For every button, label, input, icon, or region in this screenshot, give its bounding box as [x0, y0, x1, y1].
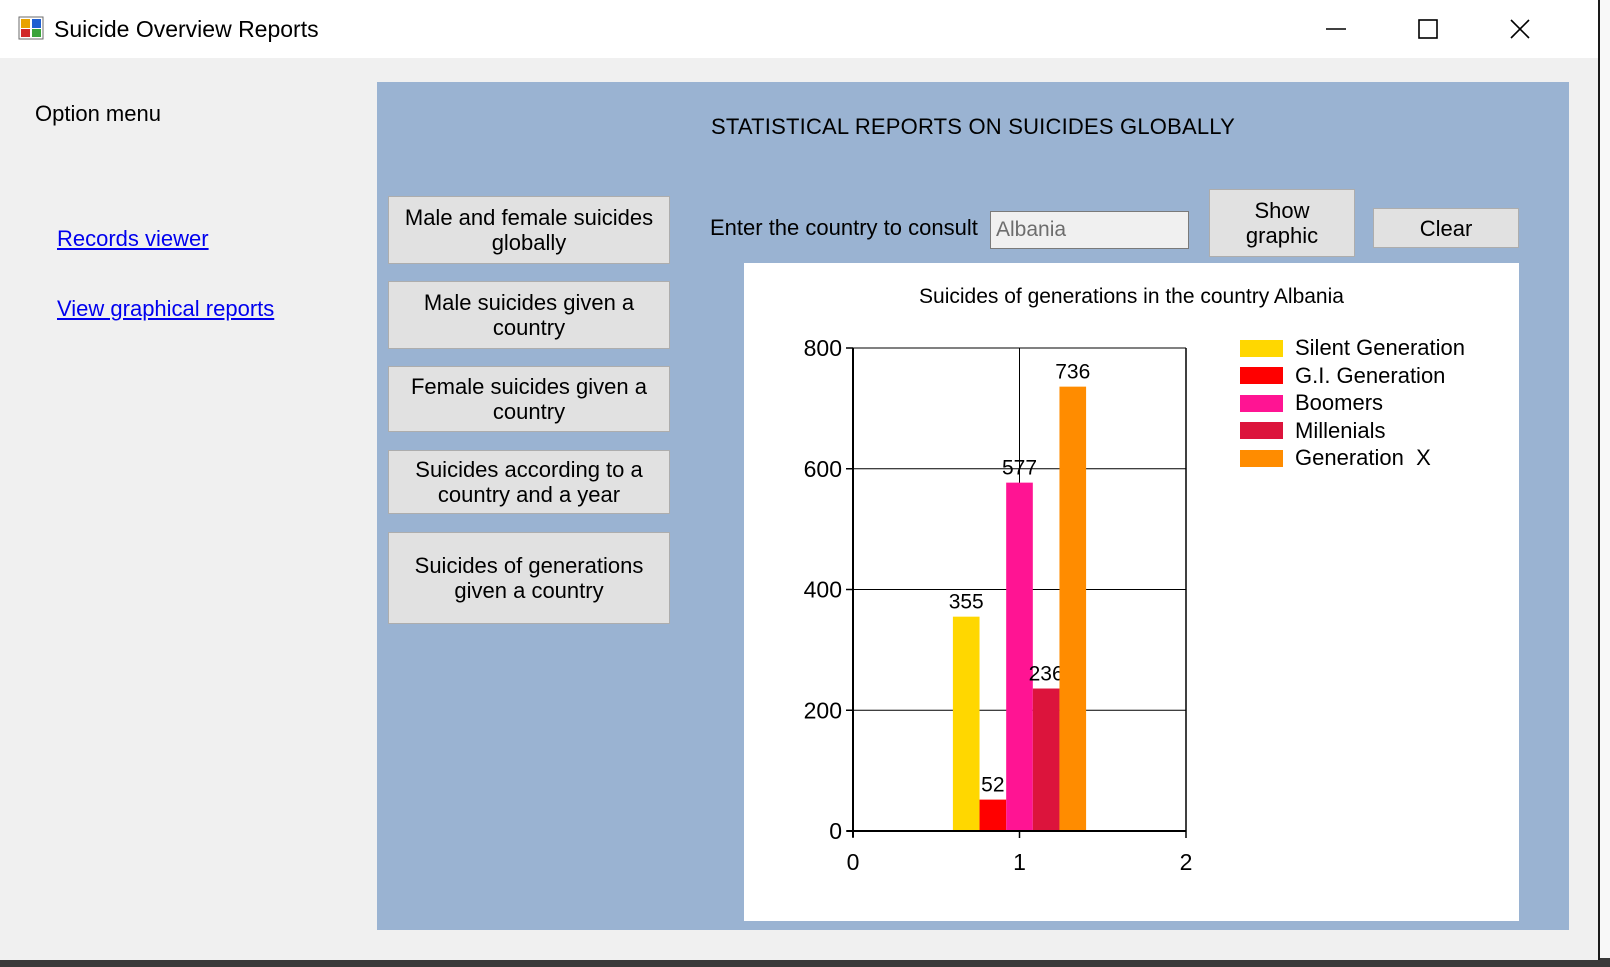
- chart-area: Suicides of generations in the country A…: [744, 263, 1519, 921]
- records-viewer-link[interactable]: Records viewer: [57, 226, 209, 251]
- legend-label: Boomers: [1295, 390, 1384, 415]
- legend-label: Generation X: [1295, 445, 1431, 470]
- legend-swatch: [1240, 449, 1283, 467]
- data-label: 355: [949, 591, 984, 614]
- legend-item: Boomers: [1240, 390, 1383, 416]
- y-tick-label: 800: [804, 335, 842, 361]
- generations-by-country-button[interactable]: Suicides of generations given a country: [388, 532, 670, 624]
- legend-swatch: [1240, 394, 1283, 412]
- country-year-button[interactable]: Suicides according to a country and a ye…: [388, 450, 670, 514]
- data-label: 577: [1002, 457, 1037, 480]
- legend-swatch: [1240, 422, 1283, 439]
- app-icon: [18, 16, 44, 40]
- male-by-country-button[interactable]: Male suicides given a country: [388, 281, 670, 349]
- data-label: 236: [1029, 663, 1064, 686]
- y-tick-label: 200: [804, 697, 842, 723]
- window-title: Suicide Overview Reports: [54, 16, 319, 42]
- option-menu-heading: Option menu: [35, 101, 161, 126]
- country-input[interactable]: [990, 211, 1189, 249]
- legend-label: Millenials: [1295, 417, 1386, 443]
- desktop-background: [1600, 0, 1610, 967]
- x-tick-label: 0: [847, 849, 860, 875]
- bar-chart: 355 52 577 236 736 0 200 400 600 800 0 1 2: [804, 335, 1193, 875]
- y-tick-label: 400: [804, 577, 842, 603]
- legend-item: Millenials: [1240, 418, 1385, 444]
- y-tick-label: 0: [829, 818, 842, 844]
- reports-panel: STATISTICAL REPORTS ON SUICIDES GLOBALLY…: [377, 82, 1569, 930]
- country-field-label: Enter the country to consult: [710, 215, 978, 240]
- close-icon: [1510, 19, 1530, 39]
- bar-boomers: [1006, 482, 1033, 831]
- bar-silent-generation: [952, 616, 980, 831]
- panel-title: STATISTICAL REPORTS ON SUICIDES GLOBALLY: [711, 114, 1235, 139]
- show-graphic-button[interactable]: Show graphic: [1209, 189, 1355, 257]
- legend-item: Generation X: [1240, 445, 1431, 471]
- bar-g-i-generation: [979, 799, 1007, 831]
- legend-item: G.I. Generation: [1240, 363, 1445, 389]
- maximize-icon: [1418, 19, 1438, 39]
- legend-label: G.I. Generation: [1295, 362, 1446, 388]
- legend-swatch: [1240, 367, 1283, 384]
- title-bar[interactable]: Suicide Overview Reports: [0, 0, 1598, 58]
- female-by-country-button[interactable]: Female suicides given a country: [388, 366, 670, 432]
- male-female-globally-button[interactable]: Male and female suicides globally: [388, 196, 670, 264]
- legend-label: Silent Generation: [1295, 335, 1465, 360]
- legend-swatch: [1240, 339, 1283, 357]
- bar-generation-x: [1059, 386, 1087, 831]
- desktop-taskbar-strip: [0, 958, 1610, 967]
- x-tick-label: 1: [1013, 849, 1026, 875]
- maximize-button[interactable]: [1382, 0, 1474, 58]
- data-label: 736: [1055, 361, 1090, 384]
- graphical-reports-link[interactable]: View graphical reports: [57, 296, 275, 321]
- x-tick-label: 2: [1180, 849, 1193, 875]
- minimize-icon: [1326, 28, 1346, 30]
- close-button[interactable]: [1474, 0, 1566, 58]
- data-label: 52: [981, 774, 1004, 797]
- bar-millenials: [1032, 688, 1060, 831]
- minimize-button[interactable]: [1290, 0, 1382, 58]
- chart-title: Suicides of generations in the country A…: [919, 285, 1344, 308]
- clear-button[interactable]: Clear: [1373, 208, 1519, 248]
- y-tick-label: 600: [804, 456, 842, 482]
- legend-item: Silent Generation: [1240, 335, 1465, 361]
